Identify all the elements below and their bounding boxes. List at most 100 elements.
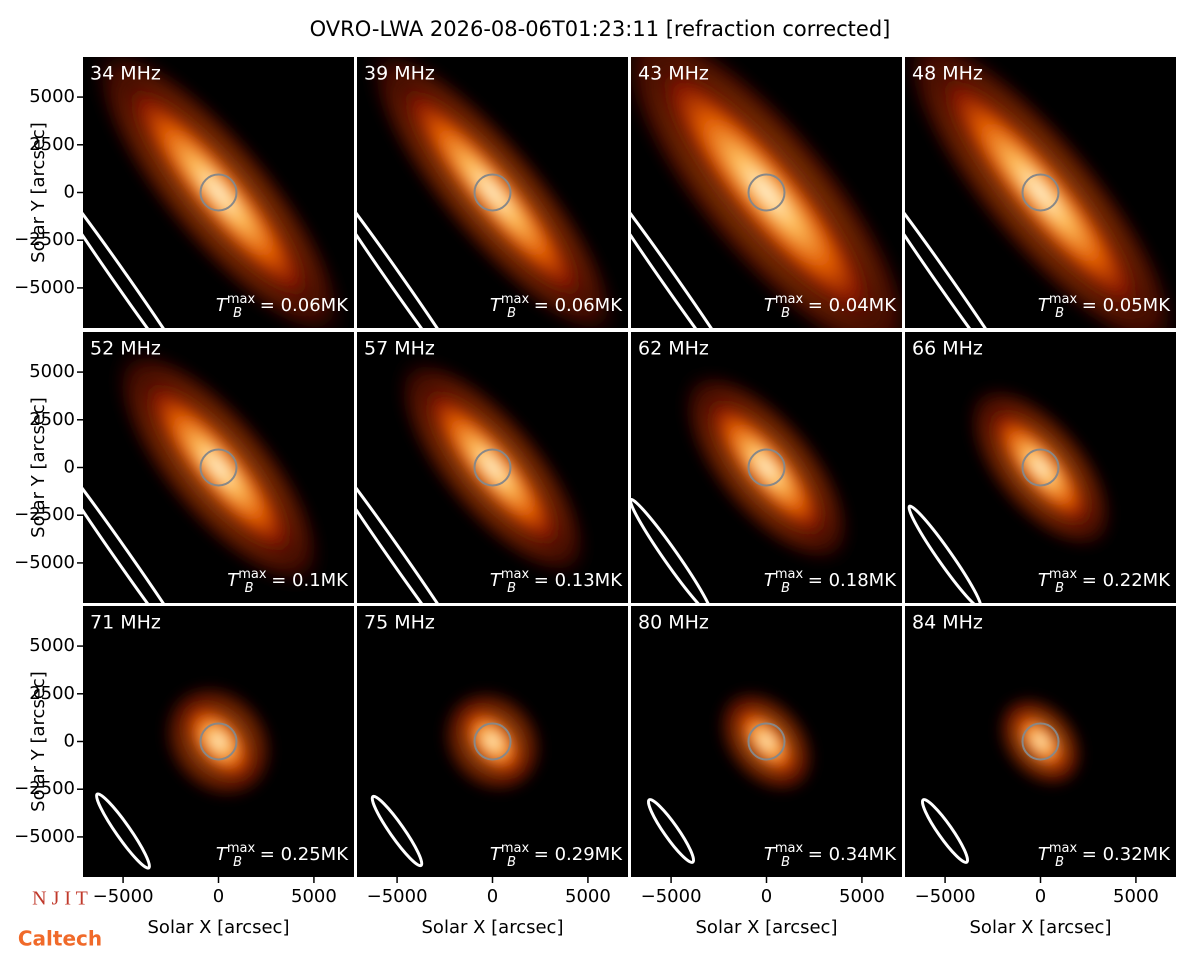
- x-tick-label: 5000: [565, 886, 611, 907]
- x-tick-label: 0: [1035, 886, 1046, 907]
- annotation-subscript: B: [1055, 855, 1064, 870]
- annotation-symbol: T: [216, 295, 229, 316]
- annotation: Tmax B = 0.32MK: [1038, 841, 1171, 870]
- annotation-superscript: max: [1049, 567, 1078, 582]
- beam: [646, 798, 696, 864]
- y-tick-label: −5000: [14, 552, 75, 573]
- annotation-superscript: max: [1049, 292, 1078, 307]
- annotation: Tmax B = 0.1MK: [227, 567, 349, 596]
- annotation: Tmax B = 0.34MK: [764, 841, 897, 870]
- annotation-symbol: T: [490, 295, 503, 316]
- y-tick-label: 0: [64, 731, 75, 752]
- annotation-subscript: B: [507, 581, 516, 596]
- emission-core: [178, 698, 259, 785]
- y-tick-label: 0: [64, 457, 75, 478]
- annotation: Tmax B = 0.13MK: [490, 567, 623, 596]
- panel-title: 57 MHz: [364, 338, 435, 360]
- panel-title: 66 MHz: [912, 338, 983, 360]
- annotation-symbol: T: [1038, 844, 1051, 865]
- panel: [83, 332, 354, 603]
- annotation-superscript: max: [501, 292, 530, 307]
- emission-core: [1008, 706, 1073, 777]
- annotation-subscript: B: [233, 306, 242, 321]
- solar-disk: [747, 722, 786, 761]
- annotation-symbol: T: [1038, 295, 1051, 316]
- y-tick-label: 0: [64, 182, 75, 203]
- panel: [905, 332, 1176, 603]
- x-tick-label: 0: [761, 886, 772, 907]
- panel-title: 71 MHz: [90, 612, 161, 634]
- annotation: Tmax B = 0.05MK: [1038, 292, 1171, 321]
- panel-title: 34 MHz: [90, 63, 161, 85]
- emission-core: [137, 373, 300, 562]
- annotation-text: = 0.1MK: [266, 570, 350, 591]
- logo-njit: N J I T: [32, 888, 88, 910]
- panel: [83, 57, 354, 328]
- annotation-text: = 0.05MK: [1076, 295, 1171, 316]
- panel: [357, 57, 628, 328]
- solar-disk: [1021, 173, 1060, 212]
- annotation-subscript: B: [1055, 306, 1064, 321]
- annotation-superscript: max: [501, 567, 530, 582]
- annotation-text: = 0.32MK: [1076, 844, 1171, 865]
- annotation-subscript: B: [507, 306, 516, 321]
- y-axis-label: Solar Y [arcsec]: [28, 122, 49, 263]
- annotation: Tmax B = 0.29MK: [490, 841, 623, 870]
- panel: [357, 332, 628, 603]
- annotation-superscript: max: [775, 292, 804, 307]
- annotation: Tmax B = 0.06MK: [490, 292, 623, 321]
- x-axis-label: Solar X [arcsec]: [422, 917, 564, 938]
- annotation-text: = 0.06MK: [254, 295, 349, 316]
- annotation-subscript: B: [781, 855, 790, 870]
- annotation-symbol: T: [490, 570, 503, 591]
- beam: [95, 792, 151, 870]
- x-tick-label: −5000: [93, 886, 154, 907]
- beam: [83, 157, 211, 328]
- annotation-text: = 0.13MK: [528, 570, 623, 591]
- annotation: Tmax B = 0.25MK: [216, 841, 349, 870]
- annotation: Tmax B = 0.04MK: [764, 292, 897, 321]
- panel-title: 39 MHz: [364, 63, 435, 85]
- emission-core: [984, 403, 1097, 532]
- annotation-text: = 0.34MK: [802, 844, 897, 865]
- panel: [631, 57, 902, 328]
- y-tick-label: 5000: [29, 361, 75, 382]
- panel-title: 48 MHz: [912, 63, 983, 85]
- annotation-superscript: max: [775, 567, 804, 582]
- annotation: Tmax B = 0.06MK: [216, 292, 349, 321]
- annotation-text: = 0.18MK: [802, 570, 897, 591]
- x-axis-label: Solar X [arcsec]: [970, 917, 1112, 938]
- emission-core: [649, 57, 884, 328]
- annotation-subscript: B: [507, 855, 516, 870]
- annotation-superscript: max: [775, 841, 804, 856]
- annotation-symbol: T: [764, 570, 777, 591]
- emission-core: [393, 75, 592, 310]
- y-axis-label: Solar Y [arcsec]: [28, 671, 49, 812]
- panel: [631, 606, 902, 877]
- emission-core: [701, 392, 832, 543]
- logo-caltech: Caltech: [18, 927, 102, 951]
- x-tick-label: 0: [213, 886, 224, 907]
- beam: [631, 498, 714, 603]
- y-tick-label: −2500: [14, 778, 75, 799]
- y-tick-label: −5000: [14, 277, 75, 298]
- y-axis-label: Solar Y [arcsec]: [28, 397, 49, 538]
- solar-disk: [1021, 448, 1060, 487]
- annotation-subscript: B: [233, 855, 242, 870]
- panel-title: 43 MHz: [638, 63, 709, 85]
- panel-title: 80 MHz: [638, 612, 709, 634]
- solar-disk: [747, 173, 786, 212]
- y-tick-label: −5000: [14, 826, 75, 847]
- solar-disk: [1021, 722, 1060, 761]
- annotation-symbol: T: [227, 570, 240, 591]
- annotation-symbol: T: [764, 844, 777, 865]
- emission-core: [456, 702, 529, 781]
- annotation-text: = 0.22MK: [1076, 570, 1171, 591]
- x-tick-label: 0: [487, 886, 498, 907]
- y-tick-label: 2500: [29, 134, 75, 155]
- beam: [905, 157, 1033, 328]
- annotation-symbol: T: [490, 844, 503, 865]
- panel: [905, 57, 1176, 328]
- annotation-subscript: B: [245, 581, 254, 596]
